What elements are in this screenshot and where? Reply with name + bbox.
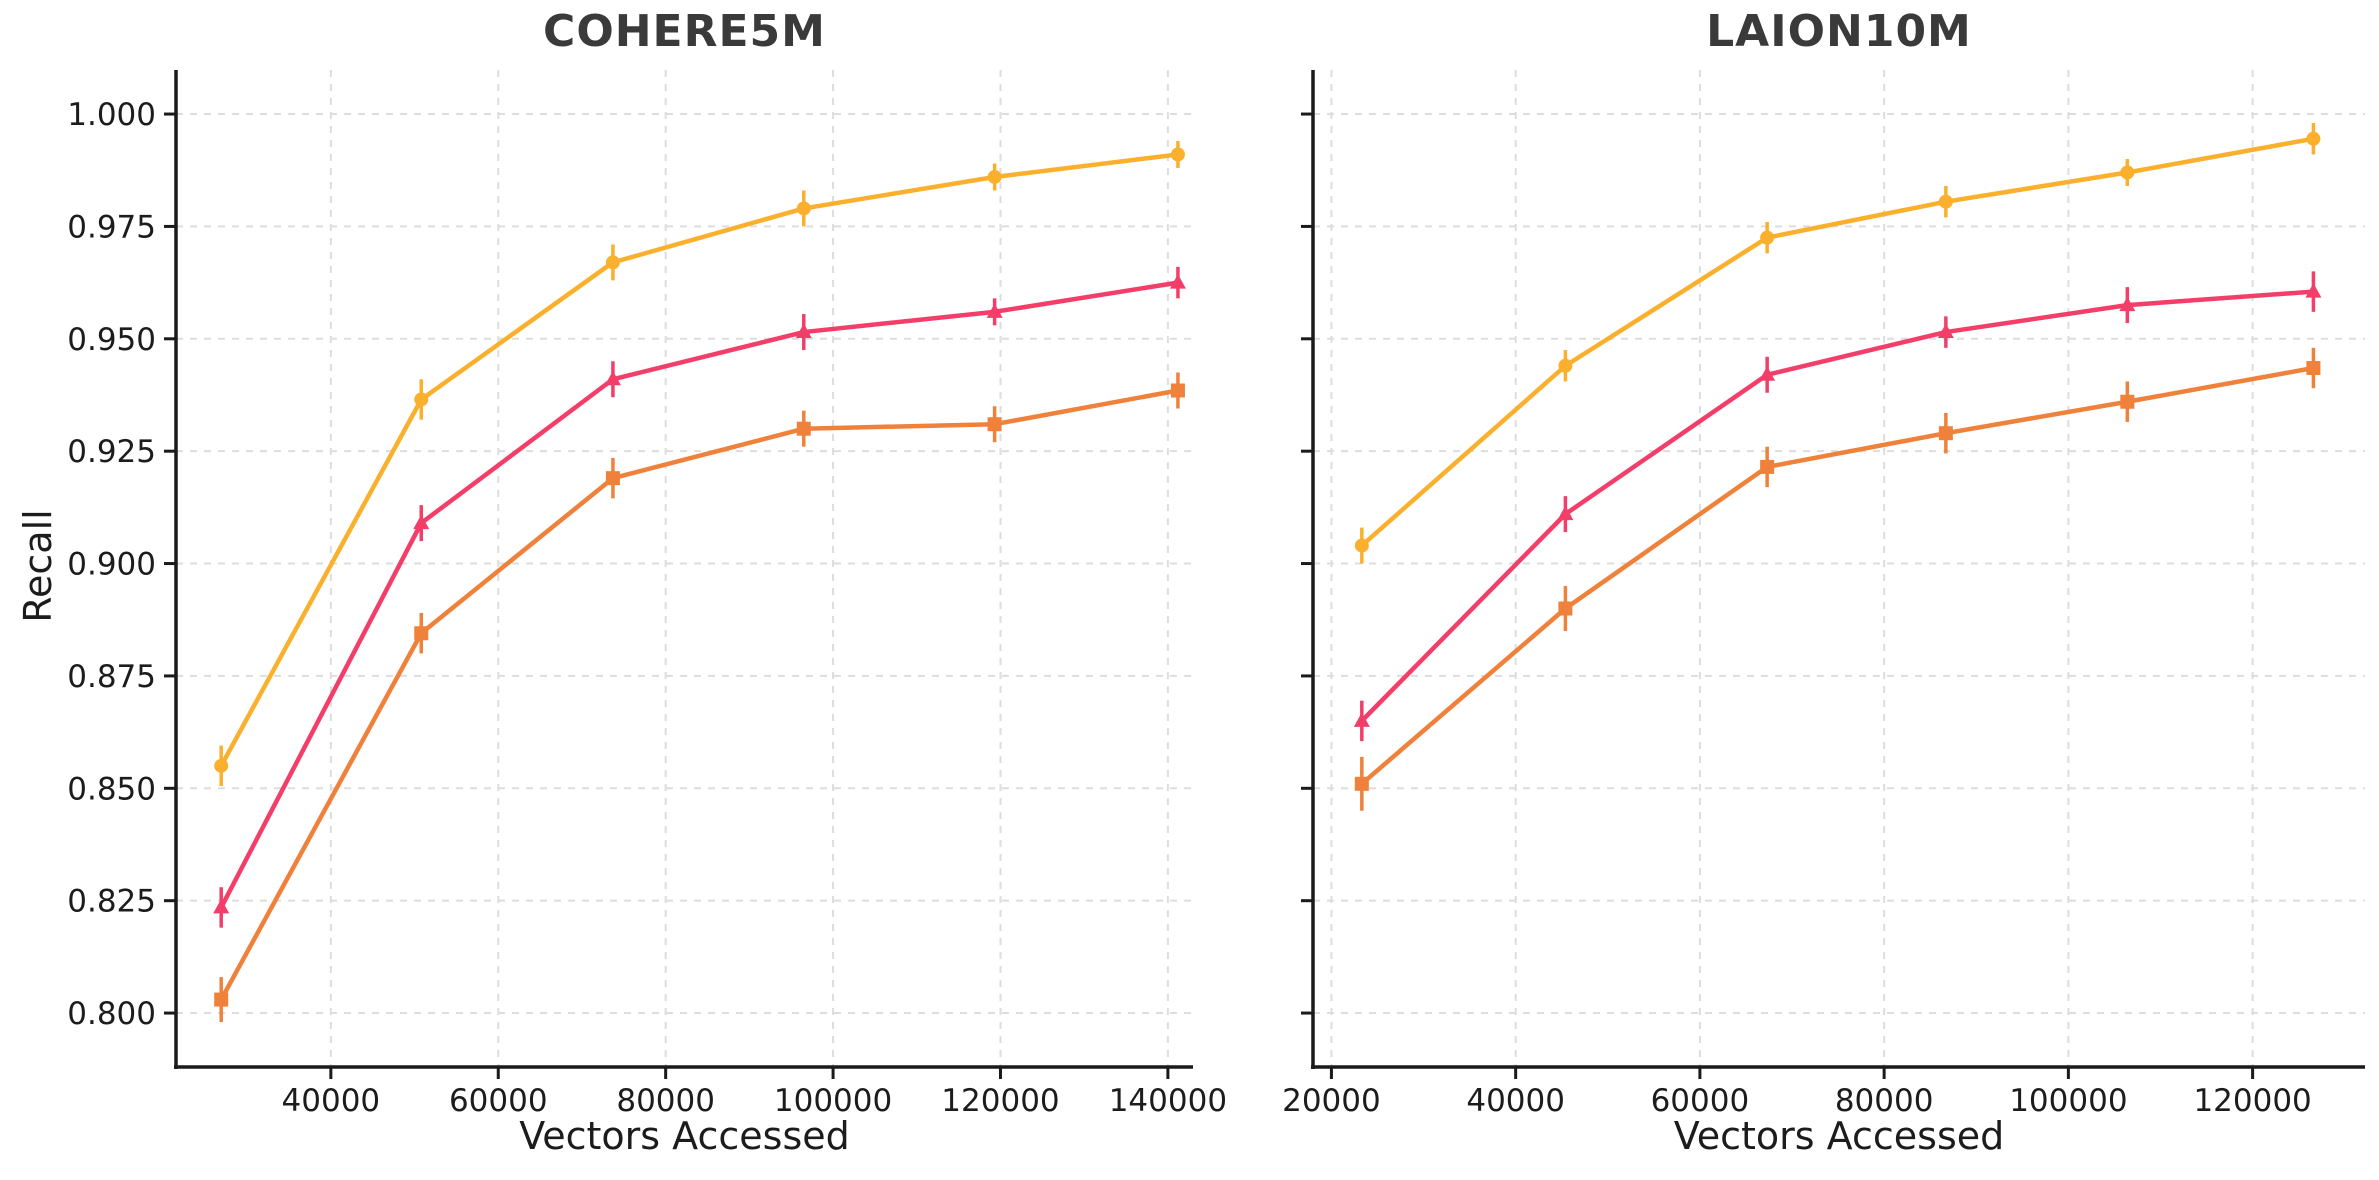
square-marker [2120,394,2135,409]
series-line [218,280,1181,910]
triangle-marker [2305,283,2322,298]
series-orange-square [214,372,1185,1023]
y-axis [1301,112,1313,1015]
triangle-marker [413,514,430,530]
left-chart-title: COHERE5M [543,6,826,57]
circle-marker [414,392,429,407]
series-line [1359,365,2316,787]
y-tick-label: 0.825 [67,884,156,920]
series-amber-circle [214,141,1185,787]
y-tick-label: 0.975 [67,209,156,245]
series-line [1359,289,2316,724]
x-tick-label: 100000 [2009,1083,2127,1119]
series-amber-circle [1354,123,2321,564]
triangle-marker [2119,296,2136,312]
x-tick-label: 60000 [449,1083,548,1119]
triangle-marker [1759,366,1776,381]
series-line [218,388,1181,1002]
triangle-marker [213,898,230,914]
x-tick-label: 120000 [941,1083,1059,1119]
square-marker [796,421,811,436]
circle-marker [1170,147,1185,162]
right-x-axis-label: Vectors Accessed [1673,1114,2005,1158]
y-tick-label: 0.800 [67,996,156,1032]
circle-marker [987,169,1002,184]
square-marker [214,992,229,1007]
triangle-marker [604,370,621,386]
square-marker [414,626,429,641]
right-chart-title: LAION10M [1706,6,1972,57]
x-tick-label: 120000 [2193,1083,2311,1119]
y-tick-label: 0.900 [67,547,156,583]
series-orange-square [1354,347,2321,811]
series-line [1359,136,2316,548]
circle-marker [796,201,811,216]
x-tick-label: 80000 [616,1083,715,1119]
triangle-marker [1557,505,1574,521]
chart-right: 20000 40000 60000 80000 100000 120000 [1282,70,2365,1119]
series-pink-triangle [1353,271,2322,742]
square-marker [2306,361,2321,376]
circle-marker [2120,165,2135,180]
square-marker [605,471,620,486]
x-tick-label: 100000 [774,1083,892,1119]
x-axis: 20000 40000 60000 80000 100000 120000 [1282,1067,2312,1119]
y-tick-label: 1.000 [67,97,156,133]
x-tick-label: 40000 [1466,1083,1565,1119]
gridlines [1313,70,2365,1067]
x-tick-label: 20000 [1282,1083,1381,1119]
square-marker [1760,459,1775,474]
y-tick-label: 0.950 [67,322,156,358]
circle-marker [1760,230,1775,245]
x-tick-label: 40000 [282,1083,381,1119]
y-axis-label: Recall [16,509,60,623]
chart-left: 40000 60000 80000 100000 120000 1400000.8000.… [67,70,1227,1119]
series-line [218,152,1181,769]
y-tick-label: 0.925 [67,434,156,470]
circle-marker [214,758,229,773]
square-marker [1938,426,1953,441]
square-marker [1558,601,1573,616]
series-pink-triangle [213,266,1186,928]
x-axis: 40000 60000 80000 100000 120000 140000 [282,1067,1227,1119]
circle-marker [1938,194,1953,209]
x-tick-label: 140000 [1109,1083,1227,1119]
circle-marker [2306,131,2321,146]
gridlines [176,70,1193,1067]
triangle-marker [986,303,1003,318]
y-tick-label: 0.850 [67,771,156,807]
x-tick-label: 60000 [1651,1083,1750,1119]
square-marker [1354,776,1369,791]
circle-marker [1354,538,1369,553]
circle-marker [1558,358,1573,373]
square-marker [1170,383,1185,398]
triangle-marker [1353,712,1370,727]
square-marker [987,417,1002,432]
y-axis: 0.800 0.825 0.850 0.875 0.900 0.925 0.950 0.975… [67,97,176,1032]
triangle-marker [795,323,812,339]
y-tick-label: 0.875 [67,659,156,695]
triangle-marker [1937,323,1954,339]
triangle-marker [1169,274,1186,289]
left-x-axis-label: Vectors Accessed [519,1114,850,1158]
x-tick-label: 80000 [1835,1083,1934,1119]
circle-marker [605,255,620,270]
